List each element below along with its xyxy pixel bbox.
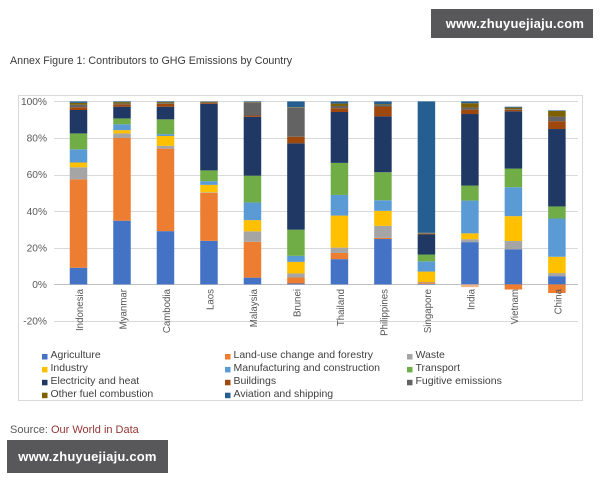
svg-text:Other fuel combustion: Other fuel combustion bbox=[51, 388, 154, 400]
svg-text:60%: 60% bbox=[27, 170, 47, 181]
svg-text:Philippines: Philippines bbox=[379, 289, 390, 336]
svg-text:India: India bbox=[466, 288, 477, 310]
svg-text:Aviation and shipping: Aviation and shipping bbox=[234, 388, 334, 400]
svg-text:Malaysia: Malaysia bbox=[249, 288, 260, 327]
svg-text:100%: 100% bbox=[21, 97, 47, 108]
svg-text:Laos: Laos bbox=[205, 289, 216, 310]
svg-text:Fugitive emissions: Fugitive emissions bbox=[416, 375, 502, 387]
svg-text:80%: 80% bbox=[27, 134, 47, 145]
svg-text:Cambodia: Cambodia bbox=[162, 288, 173, 333]
svg-text:Manufacturing and construction: Manufacturing and construction bbox=[234, 362, 381, 374]
svg-text:-20%: -20% bbox=[23, 317, 47, 328]
svg-text:Waste: Waste bbox=[416, 349, 446, 361]
svg-text:Land-use change and forestry: Land-use change and forestry bbox=[234, 349, 374, 361]
svg-text:Vietnam: Vietnam bbox=[510, 289, 521, 324]
svg-text:Singapore: Singapore bbox=[423, 289, 434, 333]
svg-text:Agriculture: Agriculture bbox=[51, 349, 101, 361]
svg-text:Brunei: Brunei bbox=[292, 289, 303, 317]
svg-text:Thailand: Thailand bbox=[336, 289, 347, 326]
svg-text:Transport: Transport bbox=[416, 362, 461, 374]
svg-text:Industry: Industry bbox=[51, 362, 89, 374]
svg-text:China: China bbox=[553, 288, 564, 314]
svg-text:Myanmar: Myanmar bbox=[118, 288, 129, 329]
svg-text:Electricity and heat: Electricity and heat bbox=[51, 375, 140, 387]
svg-text:0%: 0% bbox=[32, 280, 47, 291]
svg-text:Indonesia: Indonesia bbox=[75, 288, 86, 331]
svg-text:40%: 40% bbox=[27, 207, 47, 218]
svg-text:20%: 20% bbox=[27, 243, 47, 254]
svg-text:Buildings: Buildings bbox=[234, 375, 277, 387]
